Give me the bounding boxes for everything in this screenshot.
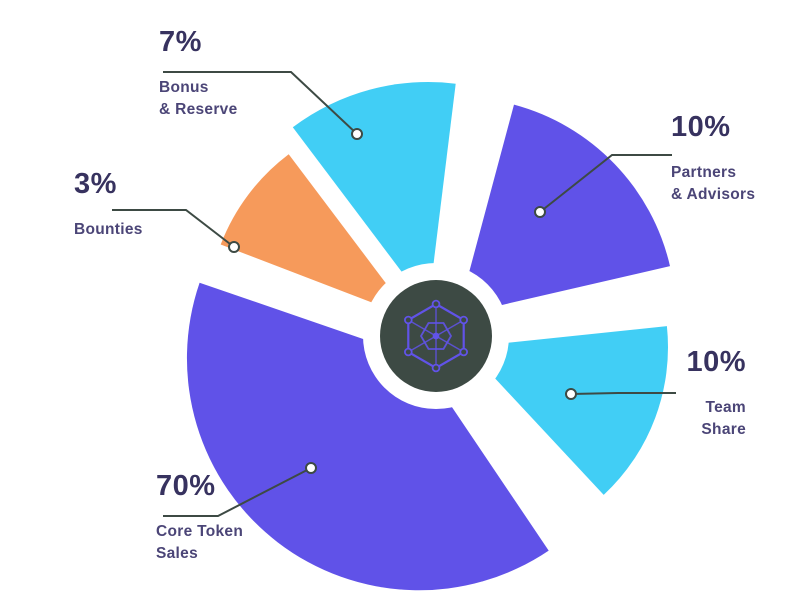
- network-logo-node-icon: [459, 347, 469, 357]
- label-partners-advisors: Partners & Advisors: [671, 164, 756, 204]
- leader-line-partners-advisors: [539, 154, 672, 213]
- percentage-bounties: 3%: [74, 168, 117, 200]
- label-team-share: Team Share: [701, 399, 746, 439]
- callout-team-share: 10% Team Share: [686, 348, 746, 442]
- network-logo-spoke-icon: [435, 319, 465, 337]
- pie-slice-bonus-reserve: [292, 82, 456, 307]
- leader-line-bonus-reserve: [163, 71, 358, 135]
- label-bounties: Bounties: [74, 221, 143, 238]
- percentage-partners-advisors: 10%: [671, 111, 731, 143]
- leader-line-core-token-sales: [163, 467, 312, 517]
- pie-slice-core-token-sales: [186, 282, 549, 591]
- callout-core-token-sales: 70% Core Token Sales: [156, 472, 243, 566]
- percentage-team-share: 10%: [686, 346, 746, 378]
- network-logo-spoke-icon: [407, 319, 437, 337]
- leader-dot-partners-advisors: [534, 206, 546, 218]
- callout-bounties: 3% Bounties: [74, 170, 143, 241]
- network-logo-spoke-icon: [407, 335, 437, 353]
- leader-dot-core-token-sales: [305, 462, 317, 474]
- callout-bonus-reserve: 7% Bonus & Reserve: [159, 28, 238, 122]
- leader-dot-bonus-reserve: [351, 128, 363, 140]
- network-logo-node-icon: [431, 299, 441, 309]
- network-logo-node-icon: [403, 315, 413, 325]
- pie-slice-bounties: [220, 154, 412, 318]
- network-logo-inner-hexagon-icon: [419, 322, 453, 350]
- percentage-bonus-reserve: 7%: [159, 26, 202, 58]
- network-logo-node-icon: [459, 315, 469, 325]
- label-core-token-sales: Core Token Sales: [156, 523, 244, 563]
- pie-slice-partners-advisors: [457, 104, 670, 316]
- leader-line-bounties: [112, 209, 235, 248]
- label-bonus-reserve: Bonus & Reserve: [159, 79, 238, 119]
- network-logo-spoke-icon: [435, 335, 465, 353]
- callout-partners-advisors: 10% Partners & Advisors: [671, 113, 755, 207]
- leader-dot-team-share: [565, 388, 577, 400]
- network-logo-center-node-icon: [432, 332, 440, 340]
- percentage-core-token-sales: 70%: [156, 470, 216, 502]
- pie-slice-team-share: [466, 326, 668, 495]
- leader-dot-bounties: [228, 241, 240, 253]
- network-logo-node-icon: [403, 347, 413, 357]
- leader-line-team-share: [570, 392, 676, 395]
- network-logo-node-icon: [431, 363, 441, 373]
